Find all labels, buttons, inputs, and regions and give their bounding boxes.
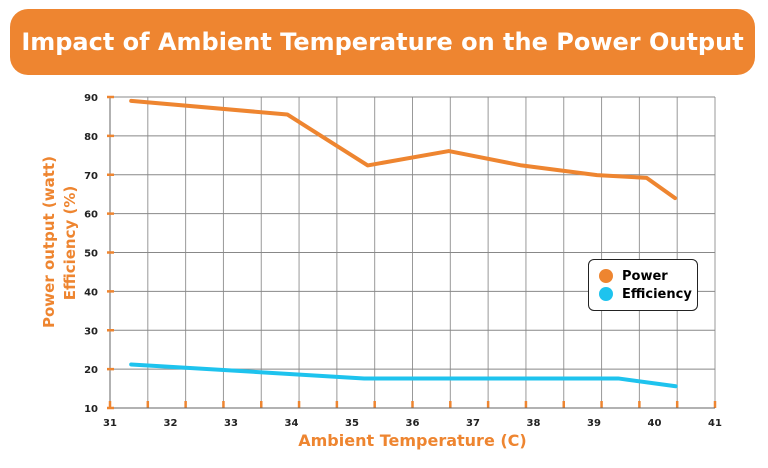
y-axis-label-efficiency: Efficiency (%) — [61, 185, 79, 301]
x-tick-label: 41 — [708, 418, 722, 429]
legend-swatch — [599, 287, 613, 301]
series-line-efficiency — [129, 362, 678, 389]
legend-item-power: Power — [599, 267, 697, 285]
x-tick-label: 36 — [406, 418, 420, 429]
y-tick-label: 40 — [84, 287, 98, 298]
y-tick-label: 10 — [84, 404, 98, 415]
legend-item-efficiency: Efficiency — [599, 285, 697, 303]
x-tick-label: 34 — [285, 418, 299, 429]
y-tick-label: 30 — [84, 326, 98, 337]
series-line-power — [129, 98, 678, 201]
legend-swatch — [599, 269, 613, 283]
legend-label: Efficiency — [622, 286, 692, 302]
y-tick-label: 20 — [84, 365, 98, 376]
x-tick-label: 33 — [224, 418, 238, 429]
x-axis-label: Ambient Temperature (C) — [298, 431, 526, 450]
y-tick-label: 50 — [84, 249, 98, 260]
y-tick-label: 70 — [84, 171, 98, 182]
chart-title: Impact of Ambient Temperature on the Pow… — [10, 9, 755, 75]
legend-label: Power — [622, 268, 668, 284]
x-tick-label: 39 — [587, 418, 601, 429]
y-tick-label: 90 — [84, 93, 98, 104]
x-tick-label: 38 — [527, 418, 541, 429]
x-tick-label: 32 — [164, 418, 178, 429]
y-tick-label: 80 — [84, 132, 98, 143]
x-tick-label: 40 — [648, 418, 662, 429]
legend: Power Efficiency — [588, 259, 698, 311]
y-tick-label: 60 — [84, 210, 98, 221]
y-axis-label-power: Power output (watt) — [40, 156, 58, 328]
x-tick-label: 37 — [466, 418, 480, 429]
x-tick-label: 35 — [345, 418, 359, 429]
x-tick-label: 31 — [103, 418, 117, 429]
